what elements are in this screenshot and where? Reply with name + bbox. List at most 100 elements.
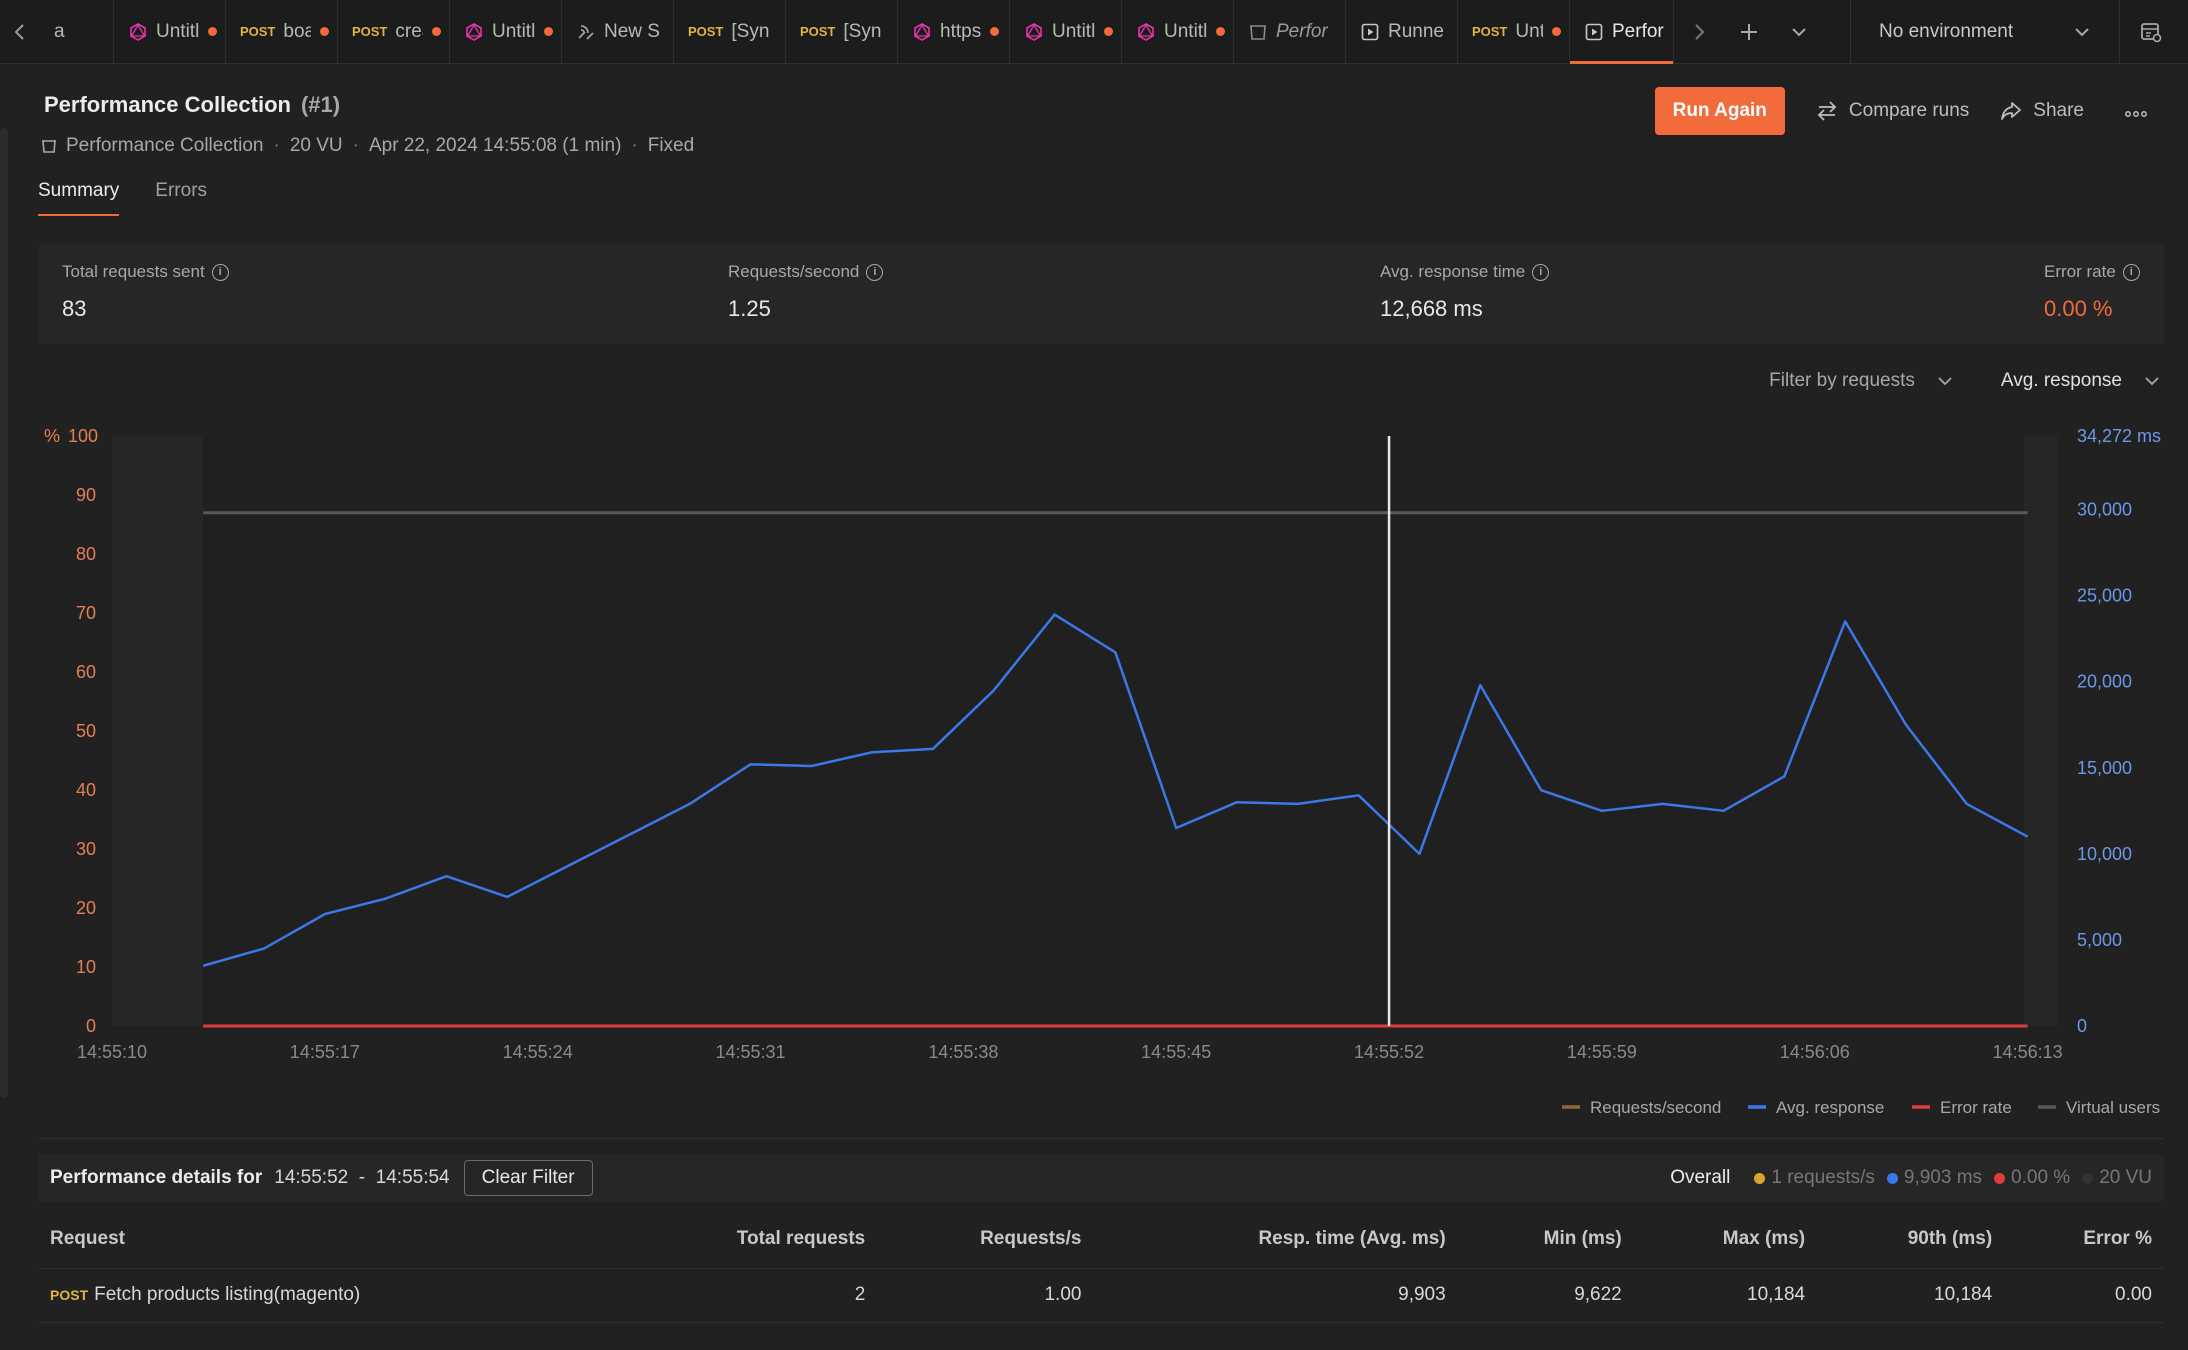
section-divider — [38, 1138, 2164, 1139]
sidebar-scrollbar[interactable] — [0, 128, 8, 1098]
left-axis-tick-label: 60 — [76, 662, 96, 682]
request-tab[interactable]: Untitl — [114, 0, 226, 64]
tab-bar: a Untitl POST boa POST crea Untitl New S POST [Sy… — [0, 0, 2188, 64]
info-icon[interactable]: i — [1532, 263, 1550, 281]
share-icon — [2001, 102, 2022, 120]
info-icon[interactable]: i — [866, 263, 884, 281]
column-header[interactable]: Resp. time (Avg. ms) — [1093, 1210, 1458, 1269]
more-horizontal-icon — [2125, 111, 2147, 117]
chevron-left-icon — [14, 23, 24, 40]
tab-errors[interactable]: Errors — [155, 180, 208, 201]
run-meta: Performance Collection · 20 VU · Apr 22,… — [40, 135, 694, 157]
environment-quick-look-button[interactable] — [2120, 0, 2182, 64]
request-tab[interactable]: POST crea — [338, 0, 450, 64]
request-method: POST — [50, 1287, 89, 1303]
legend-dot — [1886, 1172, 1898, 1184]
tab-summary[interactable]: Summary — [38, 180, 120, 216]
tab-icon — [912, 22, 932, 42]
tab-method: POST — [1472, 24, 1508, 39]
column-header[interactable]: Max (ms) — [1633, 1210, 1818, 1269]
request-tab[interactable]: Perfor — [1570, 0, 1674, 64]
x-axis-tick-label: 14:55:59 — [1567, 1042, 1637, 1062]
request-cell: POST Fetch products listing(magento) — [38, 1268, 615, 1323]
x-axis-tick-label: 14:56:06 — [1780, 1042, 1850, 1062]
unsaved-dot — [990, 27, 1000, 36]
request-tab[interactable]: Untitl — [1122, 0, 1234, 64]
unsaved-dot — [208, 27, 217, 36]
request-tab[interactable]: a — [40, 0, 114, 64]
x-axis-tick-label: 14:55:10 — [77, 1042, 147, 1062]
data-window — [203, 436, 2024, 1026]
run-again-button[interactable]: Run Again — [1654, 87, 1785, 135]
column-header[interactable]: 90th (ms) — [1817, 1210, 2005, 1269]
stat-label: Requests/second — [728, 262, 860, 281]
run-vu: 20 VU — [289, 135, 343, 156]
tab-label: Untitl — [1052, 20, 1095, 42]
meta-separator: · — [273, 135, 280, 156]
request-tab[interactable]: Untitl — [450, 0, 562, 64]
request-tab[interactable]: https — [898, 0, 1010, 64]
summary-stats: Total requests sent i 83 Requests/second i… — [38, 244, 2164, 344]
total-requests-cell: 2 — [614, 1268, 878, 1323]
stat-value: 0.00 % — [2044, 296, 2113, 321]
tab-list-dropdown-button[interactable] — [1774, 0, 1824, 64]
legend-dot — [2082, 1172, 2094, 1184]
details-range: 14:55:52 - 14:55:54 — [274, 1167, 450, 1188]
tab-icon — [1024, 22, 1044, 42]
column-header[interactable]: Error % — [2004, 1210, 2164, 1269]
unsaved-dot — [1552, 27, 1561, 36]
request-tab[interactable]: Untitl — [1010, 0, 1122, 64]
legend-label: Error rate — [1940, 1098, 2012, 1117]
info-icon[interactable]: i — [211, 263, 229, 281]
right-axis-tick-label: 34,272 ms — [2077, 426, 2161, 446]
run-actions: Run Again Compare runs Share — [1654, 87, 2148, 135]
overall-value: 9,903 ms — [1903, 1167, 1983, 1188]
table-row[interactable]: POST Fetch products listing(magento) 2 1.… — [38, 1268, 2164, 1323]
tab-label: https — [940, 20, 982, 42]
metric-dropdown[interactable]: Avg. response — [2001, 370, 2160, 392]
filter-by-requests-dropdown[interactable]: Filter by requests — [1769, 370, 1953, 392]
request-tab[interactable]: POST boa — [226, 0, 338, 64]
new-tab-button[interactable] — [1724, 0, 1774, 64]
compare-runs-button[interactable]: Compare runs — [1815, 100, 1969, 122]
request-tab[interactable]: New S — [562, 0, 674, 64]
stat-total-requests: Total requests sent i 83 — [62, 262, 229, 322]
tab-label: [Syn — [843, 20, 882, 42]
graphql-icon — [130, 22, 146, 41]
column-header[interactable]: Min (ms) — [1457, 1210, 1634, 1269]
run-title: Performance Collection — [44, 92, 291, 117]
legend-dot — [1754, 1172, 1766, 1184]
tab-label: Unt — [1515, 20, 1543, 42]
request-tab[interactable]: Runne — [1346, 0, 1458, 64]
request-tab[interactable]: POST [Syn — [674, 0, 786, 64]
more-options-button[interactable] — [2124, 98, 2148, 124]
graphql-icon — [1026, 22, 1042, 41]
column-header[interactable]: Total requests — [614, 1210, 878, 1269]
clear-filter-button[interactable]: Clear Filter — [463, 1160, 593, 1196]
environment-select[interactable]: No environment — [1850, 0, 2120, 64]
request-tab[interactable]: POST [Syn — [786, 0, 898, 64]
chart-filters: Filter by requests Avg. response — [1769, 370, 2160, 392]
graphql-icon — [466, 22, 482, 41]
run-started: Apr 22, 2024 14:55:08 (1 min) — [368, 135, 622, 156]
stat-value: 1.25 — [728, 296, 771, 321]
column-header[interactable]: Requests/s — [877, 1210, 1094, 1269]
collection-icon — [42, 140, 56, 153]
tab-label: [Syn — [731, 20, 770, 42]
request-tab[interactable]: POST Unt — [1458, 0, 1570, 64]
p90-cell: 10,184 — [1817, 1268, 2005, 1323]
tab-label: a — [54, 20, 65, 42]
min-cell: 9,622 — [1457, 1268, 1634, 1323]
tab-label: Perfor — [1276, 20, 1328, 42]
tab-label: Untitl — [1164, 20, 1207, 42]
stat-label: Total requests sent — [62, 262, 205, 281]
info-icon[interactable]: i — [2122, 263, 2140, 281]
scroll-tabs-left-button[interactable] — [0, 0, 40, 64]
share-button[interactable]: Share — [1999, 100, 2084, 122]
scroll-tabs-right-button[interactable] — [1674, 0, 1724, 64]
request-tab[interactable]: Perfor — [1234, 0, 1346, 64]
stat-label: Error rate — [2044, 262, 2116, 281]
column-header[interactable]: Request — [38, 1210, 615, 1269]
left-axis-tick-label: 70 — [76, 603, 96, 623]
